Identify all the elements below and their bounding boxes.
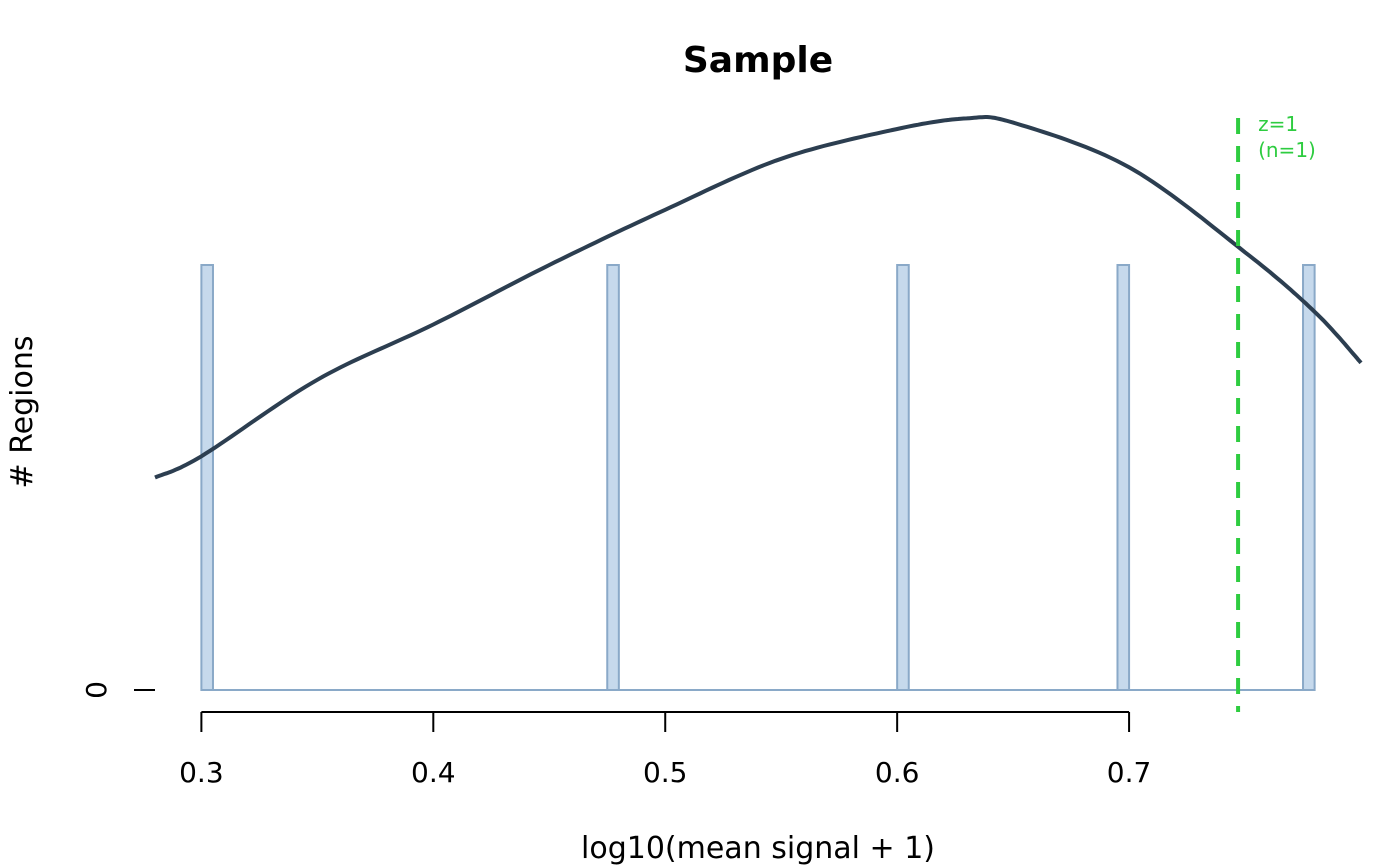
- threshold-label-n: (n=1): [1258, 138, 1316, 162]
- threshold-label-z: z=1: [1258, 112, 1298, 136]
- bars-group: [200, 264, 1316, 691]
- histogram-bar: [200, 264, 214, 691]
- density-curve: [154, 115, 1363, 480]
- histogram-bar: [896, 264, 910, 691]
- x-tick-label: 0.6: [875, 756, 920, 789]
- x-tick-label: 0.4: [411, 756, 456, 789]
- x-axis-label: log10(mean signal + 1): [581, 831, 935, 866]
- histogram-bar: [606, 264, 620, 691]
- histogram-bar: [1116, 264, 1131, 691]
- y-axis-label: # Regions: [5, 335, 40, 488]
- y-tick-label: 0: [80, 681, 113, 699]
- x-tick-label: 0.3: [179, 756, 224, 789]
- x-axis: 0.3 0.4 0.5 0.6 0.7: [179, 711, 1152, 789]
- x-tick-label: 0.5: [643, 756, 688, 789]
- chart-title: Sample: [683, 40, 833, 81]
- histogram-bar: [1302, 264, 1316, 691]
- x-tick-label: 0.7: [1107, 756, 1152, 789]
- y-axis: 0: [80, 681, 155, 699]
